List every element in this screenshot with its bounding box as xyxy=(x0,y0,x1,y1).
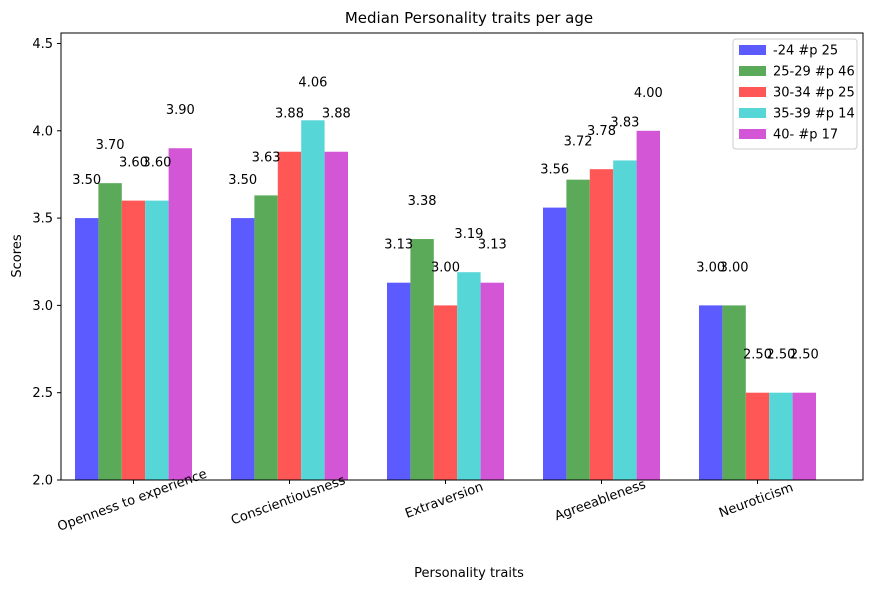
data-label: 2.50 xyxy=(790,348,819,363)
y-axis: 2.0 2.5 3.0 3.5 4.0 4.5 xyxy=(32,37,61,489)
bar xyxy=(75,218,99,480)
y-axis-label: Scores xyxy=(10,234,25,277)
legend-swatch xyxy=(739,129,766,139)
data-label: 3.60 xyxy=(142,156,171,171)
data-label: 3.70 xyxy=(96,138,125,153)
data-label: 3.19 xyxy=(454,227,483,242)
data-label: 3.00 xyxy=(696,260,725,275)
bar xyxy=(745,392,770,480)
data-label: 4.00 xyxy=(634,86,663,101)
bar xyxy=(722,305,746,480)
y-tick-label: 3.5 xyxy=(32,212,53,227)
data-label: 3.90 xyxy=(166,103,195,118)
data-label: 3.50 xyxy=(228,173,257,188)
bar xyxy=(589,169,614,480)
data-label: 2.50 xyxy=(743,348,772,363)
y-tick-label: 4.5 xyxy=(32,37,53,52)
data-label: 3.78 xyxy=(587,124,616,139)
bar xyxy=(254,195,278,480)
data-label: 3.88 xyxy=(275,107,304,122)
data-label: 2.50 xyxy=(766,348,795,363)
bar xyxy=(387,282,411,480)
bar xyxy=(433,305,458,480)
bar xyxy=(543,207,567,480)
data-label: 3.88 xyxy=(322,107,351,122)
data-label: 3.38 xyxy=(408,194,437,209)
bar xyxy=(410,239,434,480)
data-label: 3.56 xyxy=(540,163,569,178)
legend-label: 40- #p 17 xyxy=(773,128,838,143)
bar xyxy=(792,392,816,480)
bar xyxy=(636,130,660,480)
legend-label: 35-39 #p 14 xyxy=(773,107,855,122)
legend-label: 30-34 #p 25 xyxy=(773,86,855,101)
chart-title: Median Personality traits per age xyxy=(345,9,593,27)
y-tick-label: 4.0 xyxy=(32,124,53,139)
bar xyxy=(613,160,637,480)
y-tick-label: 2.5 xyxy=(32,386,53,401)
data-label: 3.60 xyxy=(119,156,148,171)
value-labels-layer: 3.50 3.50 3.13 3.56 3.00 3.70 3.63 3.38 3.72 3.00… xyxy=(72,75,819,362)
bar xyxy=(231,218,255,480)
bar xyxy=(324,151,348,480)
data-label: 3.13 xyxy=(478,238,507,253)
data-label: 3.00 xyxy=(431,260,460,275)
bar xyxy=(769,392,793,480)
bar xyxy=(277,151,302,480)
data-label: 3.13 xyxy=(384,238,413,253)
x-tick-label: Neuroticism xyxy=(717,480,795,521)
bar xyxy=(168,148,192,480)
data-label: 3.83 xyxy=(610,115,639,130)
bar xyxy=(457,272,481,480)
legend-label: 25-29 #p 46 xyxy=(773,65,855,80)
legend-swatch xyxy=(739,66,766,76)
bar xyxy=(301,120,325,480)
y-tick-label: 2.0 xyxy=(32,474,53,489)
bar xyxy=(121,200,146,480)
data-label: 4.06 xyxy=(298,75,327,90)
bar xyxy=(145,200,169,480)
x-tick-label: Agreeableness xyxy=(553,477,648,524)
legend-swatch xyxy=(739,108,766,118)
x-tick-label: Extraversion xyxy=(403,480,485,522)
bar xyxy=(699,305,723,480)
y-tick-label: 3.0 xyxy=(32,299,53,314)
plot-frame xyxy=(60,32,864,481)
legend-swatch xyxy=(739,45,766,55)
data-label: 3.72 xyxy=(564,135,593,150)
data-label: 3.63 xyxy=(252,150,281,165)
legend-swatch xyxy=(739,87,766,97)
x-axis-label: Personality traits xyxy=(414,566,524,581)
bars-layer xyxy=(75,120,816,480)
x-tick-label: Conscientiousness xyxy=(229,473,348,528)
data-label: 3.50 xyxy=(72,173,101,188)
legend-label: -24 #p 25 xyxy=(773,44,838,59)
legend: -24 #p 25 25-29 #p 46 30-34 #p 25 35-39 #p … xyxy=(732,38,858,150)
bar xyxy=(566,179,590,480)
data-label: 3.00 xyxy=(720,260,749,275)
bar xyxy=(98,183,122,480)
bar xyxy=(480,282,504,480)
